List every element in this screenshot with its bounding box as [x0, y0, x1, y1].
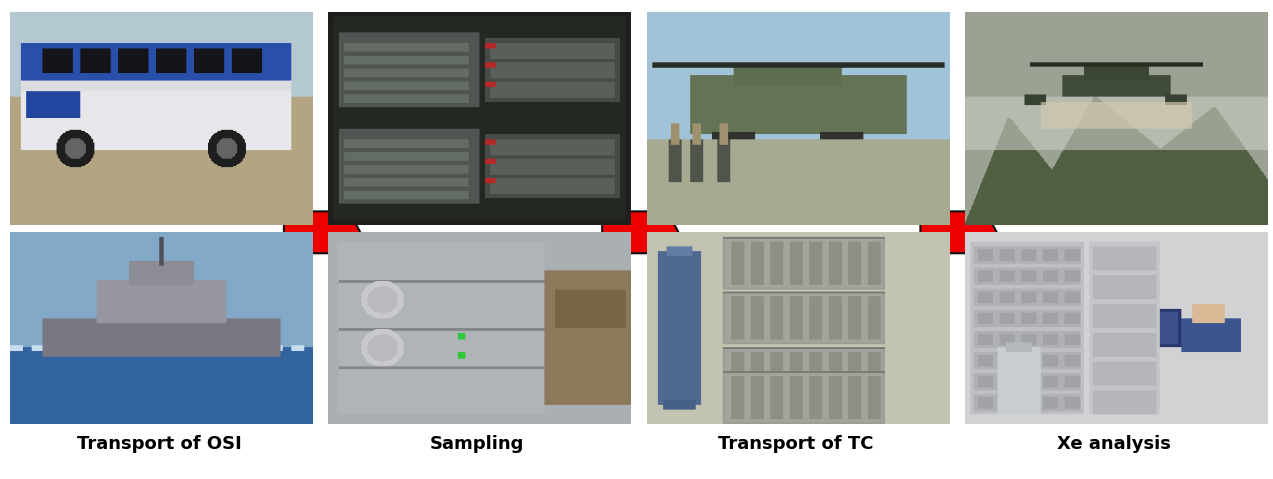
Text: Xe analysis: Xe analysis	[1057, 434, 1171, 453]
Polygon shape	[602, 177, 679, 287]
Text: Transport of OSI: Transport of OSI	[76, 434, 242, 453]
Polygon shape	[920, 177, 997, 287]
Text: Sampling: Sampling	[430, 434, 524, 453]
Text: Transport of TC: Transport of TC	[718, 434, 873, 453]
Polygon shape	[284, 177, 360, 287]
